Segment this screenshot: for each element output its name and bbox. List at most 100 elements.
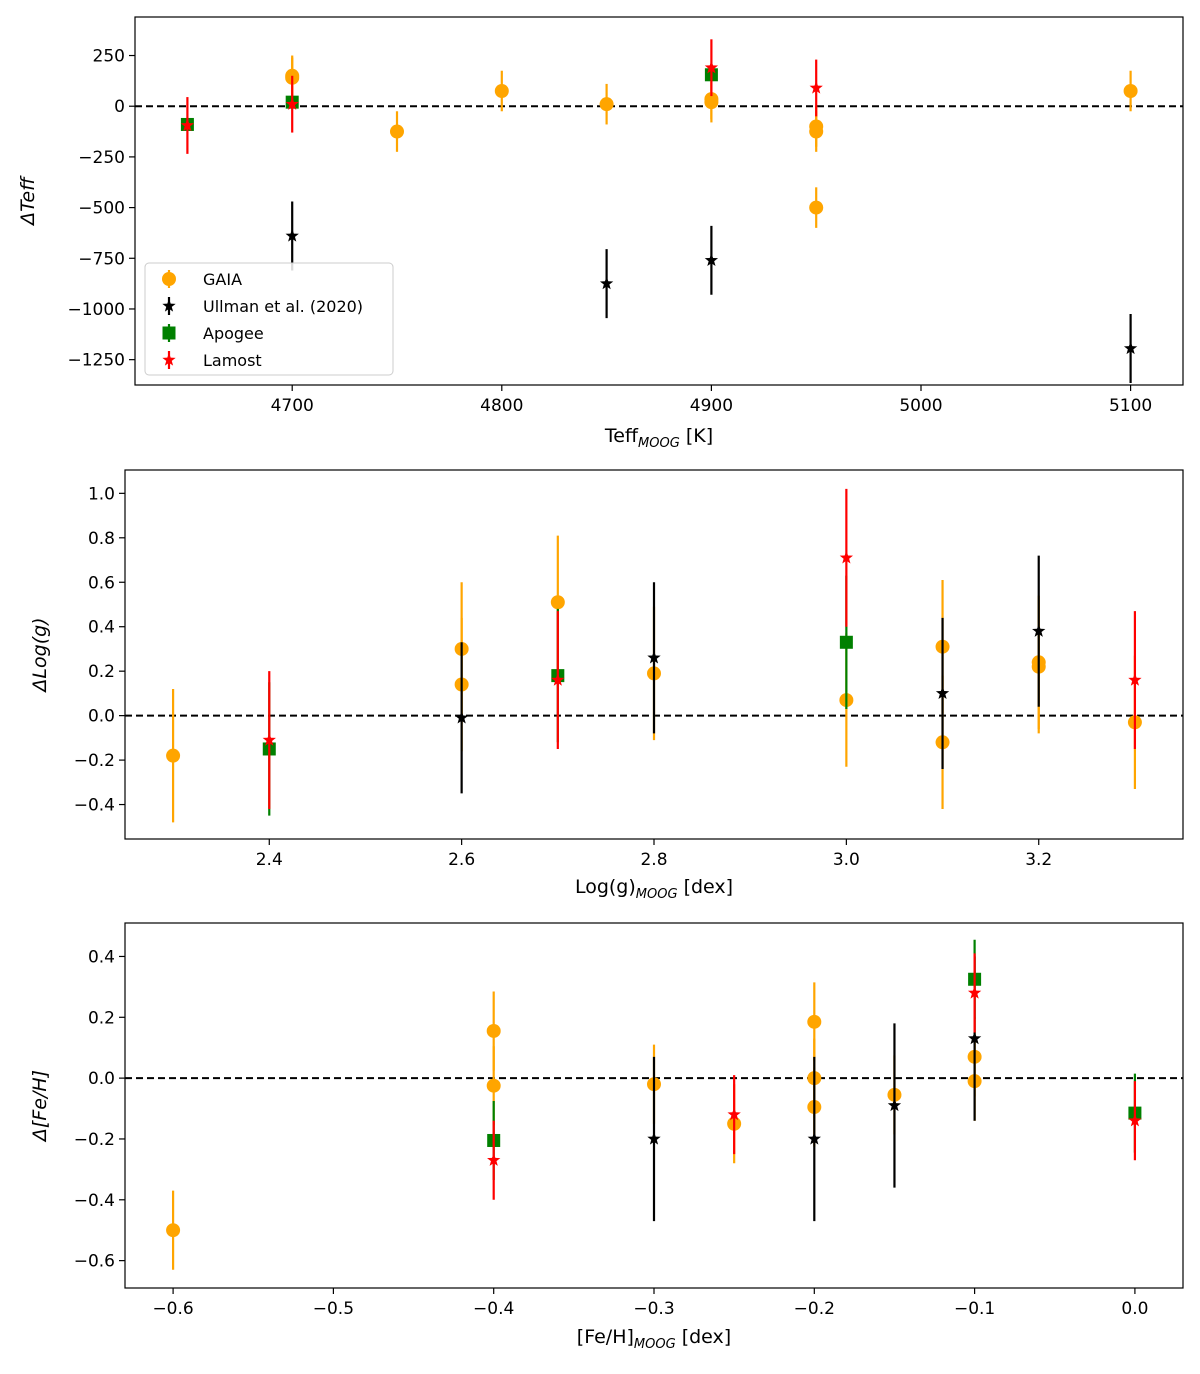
y-tick-label: 250 [93, 47, 125, 67]
data-point [809, 124, 824, 139]
x-tick-label: −0.3 [633, 1299, 674, 1319]
y-tick-label: −250 [78, 148, 125, 168]
data-point [166, 1223, 181, 1238]
x-tick-label: 3.0 [833, 850, 860, 870]
series-ullman-et-al-2020 [454, 555, 1046, 794]
data-point [487, 1153, 501, 1166]
y-axis-label: ΔLog(g) [29, 617, 51, 693]
legend-box [144, 262, 394, 376]
data-point [809, 80, 823, 94]
legend-label: GAIA [203, 270, 242, 289]
data-point [1123, 341, 1138, 355]
y-tick-label: −0.4 [74, 1191, 115, 1211]
data-point [599, 97, 614, 112]
x-tick-label: 4900 [690, 396, 733, 416]
data-point [180, 118, 195, 132]
series-lamost [262, 488, 1142, 809]
x-axis-label: [Fe/H]MOOG [dex] [577, 1326, 731, 1352]
x-tick-label: 3.2 [1025, 850, 1052, 870]
legend-marker [162, 326, 176, 340]
y-tick-label: −0.6 [74, 1252, 115, 1272]
data-point [390, 124, 404, 139]
legend: GAIA Ullman et al. (2020) Apogee Lamost [144, 262, 394, 376]
data-point [486, 1078, 501, 1093]
legend-marker [162, 353, 176, 366]
x-tick-label: −0.6 [152, 1299, 193, 1319]
y-tick-label: 0.2 [88, 1008, 115, 1028]
x-tick-label: −0.2 [794, 1299, 835, 1319]
data-point [551, 673, 565, 686]
data-point [704, 253, 719, 266]
data-point [809, 200, 824, 215]
data-point [704, 95, 719, 110]
x-tick-label: −0.1 [954, 1299, 995, 1319]
series-lamost [180, 39, 823, 154]
x-axis-label: Log(g)MOOG [dex] [575, 876, 733, 902]
x-tick-label: 4800 [480, 396, 523, 416]
data-point [807, 1014, 822, 1029]
data-point [550, 595, 565, 610]
data-point [887, 1098, 902, 1112]
data-point [486, 1023, 501, 1038]
data-point [839, 635, 853, 649]
data-point [494, 84, 509, 99]
data-point [599, 276, 614, 290]
x-tick-label: 5000 [899, 396, 942, 416]
y-tick-label: 0.4 [88, 947, 115, 967]
x-tick-label: 4700 [271, 396, 314, 416]
x-tick-label: −0.5 [313, 1299, 354, 1319]
x-tick-label: 2.6 [448, 850, 475, 870]
series-apogee [180, 68, 718, 131]
x-axis-label: TeffMOOG [K] [604, 425, 713, 451]
y-axis-label: ΔTeff [17, 175, 39, 227]
data-point [647, 650, 661, 664]
data-point [166, 748, 181, 763]
y-tick-label: −0.2 [74, 751, 115, 771]
data-point [807, 1131, 821, 1145]
x-tick-label: 0.0 [1121, 1299, 1148, 1319]
data-point [1128, 673, 1142, 686]
y-tick-label: 0.4 [88, 618, 115, 638]
y-tick-label: 0.0 [88, 707, 115, 727]
data-point [704, 60, 719, 74]
y-tick-label: −0.2 [74, 1130, 115, 1150]
axes-frame [134, 16, 1184, 386]
legend-label: Apogee [203, 324, 264, 343]
chart-panel-1: 4700 4800 4900 5000 5100 −1250 −1000 −750 −500 −2… [17, 16, 1184, 451]
legend-label: Lamost [203, 351, 262, 370]
y-tick-label: 0.0 [88, 1069, 115, 1089]
data-point [1123, 84, 1138, 99]
y-tick-label: 0.6 [88, 573, 115, 593]
data-point [967, 985, 982, 999]
data-point [839, 550, 854, 564]
data-point [967, 1031, 982, 1045]
y-tick-label: 0.8 [88, 529, 115, 549]
legend-marker [162, 299, 176, 312]
data-point [727, 1107, 741, 1121]
y-tick-label: −0.4 [74, 796, 115, 816]
y-tick-label: −750 [78, 249, 125, 269]
y-tick-label: 0 [114, 97, 125, 117]
legend-marker [162, 272, 176, 286]
chart-panel-2: 2.4 2.6 2.8 3.0 3.2 −0.4 −0.2 0.0 0.2 0.4 0.6 0.8 1.… [29, 469, 1184, 902]
y-tick-label: 0.2 [88, 662, 115, 682]
data-point [647, 1131, 661, 1145]
x-tick-label: 2.4 [256, 850, 283, 870]
x-tick-label: 2.8 [640, 850, 667, 870]
x-tick-label: −0.4 [473, 1299, 514, 1319]
chart-panel-3: −0.6 −0.5 −0.4 −0.3 −0.2 −0.1 0.0 −0.6 −0.4 −0.2 0… [29, 922, 1184, 1352]
data-point [262, 733, 276, 746]
series-ullman-et-al-2020 [285, 201, 1138, 383]
y-tick-label: −1000 [67, 300, 125, 320]
data-point [1032, 624, 1046, 637]
series-gaia [166, 982, 982, 1270]
y-tick-label: −500 [78, 199, 125, 219]
data-point [935, 686, 950, 700]
y-tick-label: 1.0 [88, 484, 115, 504]
x-tick-label: 5100 [1109, 396, 1152, 416]
y-tick-label: −1250 [67, 351, 125, 371]
data-point [285, 228, 299, 242]
legend-label: Ullman et al. (2020) [203, 297, 363, 316]
data-point [285, 97, 299, 110]
